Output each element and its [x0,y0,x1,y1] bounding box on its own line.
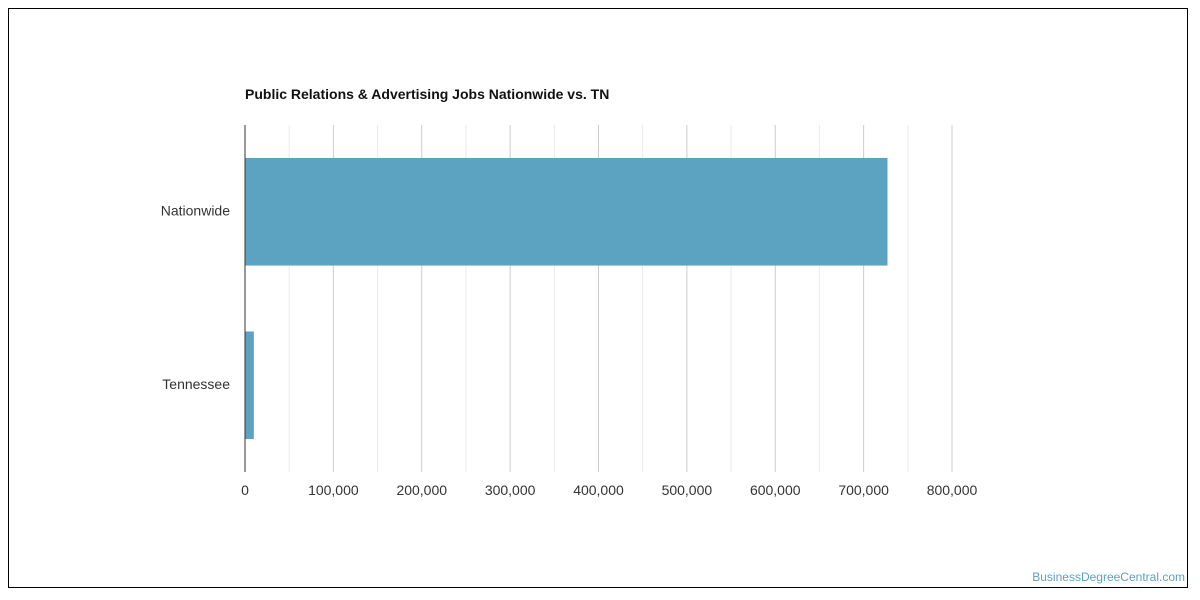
x-tick-label: 700,000 [838,482,889,498]
x-tick-label: 400,000 [573,482,624,498]
x-tick-label: 100,000 [308,482,359,498]
source-watermark[interactable]: BusinessDegreeCentral.com [1032,570,1185,584]
x-tick-label: 600,000 [750,482,801,498]
x-tick-label: 200,000 [396,482,447,498]
bar-nationwide [245,157,888,266]
x-tick-label: 800,000 [927,482,978,498]
chart-title: Public Relations & Advertising Jobs Nati… [245,86,610,102]
x-tick-label: 300,000 [485,482,536,498]
tick-labels: 0 100,000 200,000 300,000 400,000 500,000 600,… [241,482,977,498]
category-labels: Nationwide Tennessee [161,202,230,392]
category-label: Tennessee [162,376,230,392]
bar-tennessee [245,331,254,440]
x-tick-label: 500,000 [662,482,713,498]
bars [245,157,888,440]
category-label: Nationwide [161,202,230,218]
x-tick-label: 0 [241,482,249,498]
